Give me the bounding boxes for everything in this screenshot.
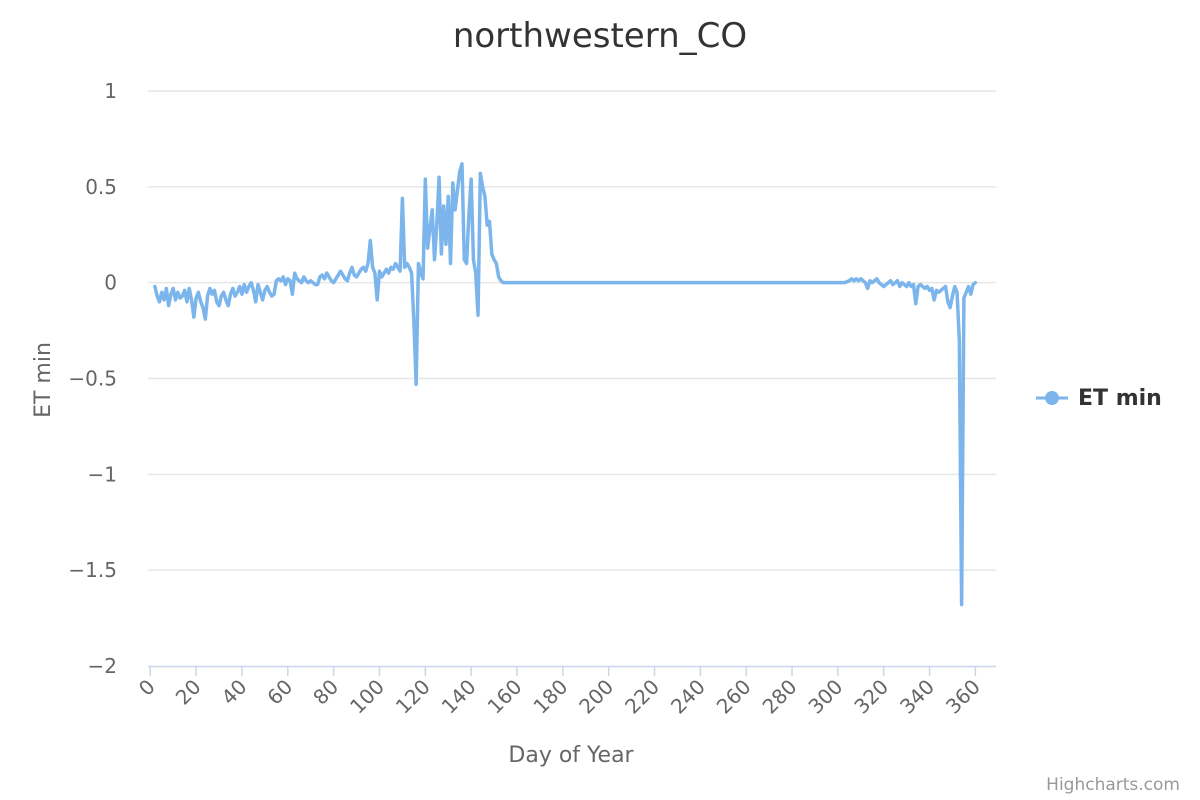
x-axis-ticks: 0 20 40 60 80 100 120 140 160 180 200 220 240 260 280 3… (134, 666, 985, 719)
x-tick-label: 320 (849, 675, 893, 719)
y-tick-label: −1.5 (68, 558, 117, 582)
x-tick-label: 20 (171, 675, 206, 710)
y-axis-title: ET min (31, 342, 56, 418)
y-axis: 1 0.5 0 −0.5 −1 −1.5 −2 (68, 79, 117, 678)
x-tick-label: 140 (437, 675, 481, 719)
y-tick-label: 0.5 (85, 175, 117, 199)
x-tick-label: 220 (620, 675, 664, 719)
legend-item[interactable]: ET min (1036, 386, 1162, 411)
credits-link[interactable]: Highcharts.com (1046, 775, 1180, 795)
x-tick-label: 200 (574, 675, 618, 719)
x-tick-label: 360 (941, 675, 985, 719)
y-tick-label: 0 (104, 271, 117, 295)
grid-lines (148, 90, 996, 571)
y-tick-label: −2 (88, 654, 117, 678)
x-tick-label: 40 (217, 675, 252, 710)
legend-label: ET min (1078, 386, 1162, 411)
series-line[interactable] (153, 162, 978, 607)
x-tick-label: 340 (895, 675, 939, 719)
x-tick-label: 260 (712, 675, 756, 719)
legend-symbol-marker (1045, 391, 1059, 405)
y-tick-label: 1 (104, 79, 117, 103)
x-tick-label: 60 (262, 675, 297, 710)
x-tick-label: 280 (758, 675, 802, 719)
x-tick-label: 240 (666, 675, 710, 719)
x-tick-label: 80 (308, 675, 343, 710)
y-tick-label: −1 (88, 462, 117, 486)
x-tick-label: 100 (345, 675, 389, 719)
x-tick-label: 300 (803, 675, 847, 719)
x-tick-label: 180 (528, 675, 572, 719)
y-tick-label: −0.5 (68, 367, 117, 391)
x-tick-label: 120 (391, 675, 435, 719)
series-layer (153, 162, 978, 607)
x-tick-label: 160 (483, 675, 527, 719)
chart-title: northwestern_CO (453, 16, 747, 56)
x-axis-title: Day of Year (508, 743, 634, 768)
x-tick-label: 0 (134, 675, 160, 701)
